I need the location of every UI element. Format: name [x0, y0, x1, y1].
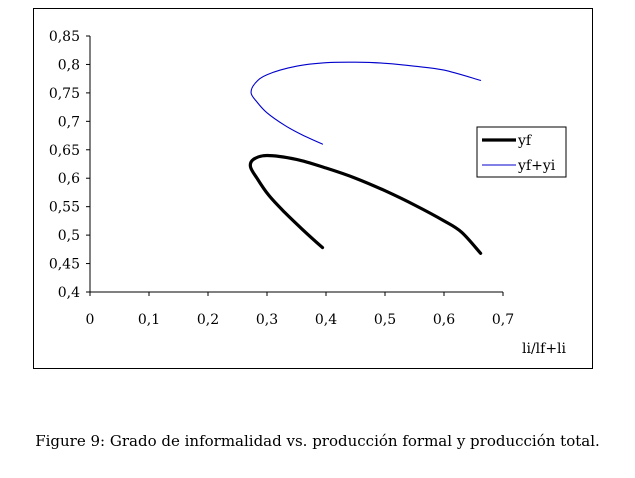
x-tick-label: 0,4 [315, 312, 337, 328]
y-tick-label: 0,5 [58, 228, 80, 244]
y-tick-label: 0,85 [49, 29, 80, 45]
x-tick-label: 0,7 [492, 312, 514, 328]
legend-label: yf [517, 133, 533, 149]
chart-axes [89, 36, 503, 293]
figure-caption: Figure 9: Grado de informalidad vs. prod… [35, 432, 600, 450]
y-tick-label: 0,55 [49, 200, 80, 216]
y-tick-label: 0,6 [58, 171, 80, 187]
y-tick-label: 0,8 [58, 57, 80, 73]
y-tick-label: 0,7 [58, 114, 80, 130]
y-ticks: 0,4 0,45 0,5 0,55 0,6 0,65 0,7 0,75 0,8 0,85 [49, 29, 90, 301]
x-axis-label: li/lf+li [522, 341, 567, 357]
y-tick-label: 0,4 [58, 285, 80, 301]
x-tick-label: 0,6 [433, 312, 455, 328]
y-tick-label: 0,65 [49, 143, 80, 159]
legend: yf yf+yi [476, 126, 567, 178]
x-ticks: 0 0,1 0,2 0,3 0,4 0,5 0,6 0,7 [86, 292, 514, 328]
series-line-yf [248, 153, 483, 255]
x-tick-label: 0,1 [138, 312, 160, 328]
legend-label: yf+yi [517, 158, 556, 174]
x-tick-label: 0,3 [256, 312, 278, 328]
x-tick-label: 0 [86, 312, 95, 328]
y-tick-label: 0,75 [49, 86, 80, 102]
y-tick-label: 0,45 [49, 257, 80, 273]
x-tick-label: 0,2 [197, 312, 219, 328]
chart-frame [33, 8, 593, 369]
legend-box [476, 126, 567, 178]
series-line-yf-plus-yi [250, 61, 482, 145]
series-layer [248, 61, 483, 255]
x-tick-label: 0,5 [374, 312, 396, 328]
